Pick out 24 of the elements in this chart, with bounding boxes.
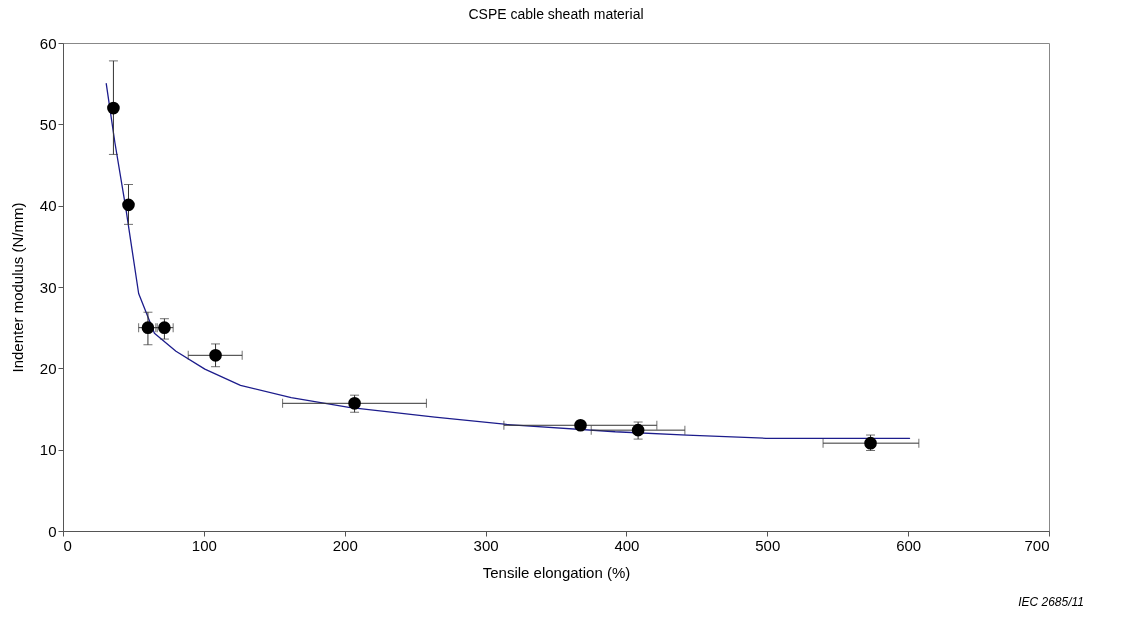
y-tick-label: 60 xyxy=(39,34,57,52)
x-tick-label: 100 xyxy=(191,536,217,554)
point xyxy=(122,198,135,212)
y-tick-label: 10 xyxy=(39,441,57,459)
y-axis-title: Indenter modulus (N/mm) xyxy=(8,202,26,373)
y-tick-label: 50 xyxy=(39,115,57,133)
point xyxy=(574,418,587,432)
x-tick-label: 300 xyxy=(473,536,499,554)
x-tick-label: 600 xyxy=(896,536,922,554)
y-tick-label: 40 xyxy=(39,197,57,215)
line-series xyxy=(105,83,911,439)
x-tick-label: 500 xyxy=(755,536,781,554)
x-tick-label: 200 xyxy=(332,536,358,554)
x-tick-label: 400 xyxy=(614,536,640,554)
y-tick-label: 30 xyxy=(39,278,57,296)
x-tick-label: 700 xyxy=(1024,536,1050,554)
y-tick-label: 20 xyxy=(39,359,57,377)
y-tick-label: 0 xyxy=(48,522,57,540)
point xyxy=(107,101,120,115)
chart-title: CSPE cable sheath material xyxy=(468,6,644,22)
point xyxy=(209,349,222,362)
x-axis-title: Tensile elongation (%) xyxy=(482,563,631,581)
x-tick-label: 0 xyxy=(63,536,72,554)
text: IEC 2685/11 xyxy=(1018,595,1084,609)
